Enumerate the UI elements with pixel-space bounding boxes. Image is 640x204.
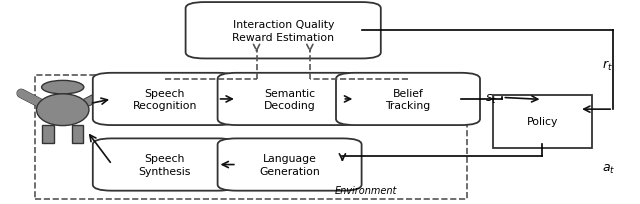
Text: $s_t$: $s_t$ (485, 92, 497, 105)
Bar (35, 76, 467, 200)
FancyBboxPatch shape (493, 96, 592, 148)
FancyBboxPatch shape (93, 139, 237, 191)
Text: Speech
Synthesis: Speech Synthesis (139, 153, 191, 176)
Text: Semantic
Decoding: Semantic Decoding (264, 88, 316, 111)
Ellipse shape (36, 94, 89, 126)
FancyBboxPatch shape (93, 73, 237, 125)
Bar (72, 125, 83, 143)
Text: Policy: Policy (527, 117, 558, 127)
Text: Speech
Recognition: Speech Recognition (132, 88, 197, 111)
FancyBboxPatch shape (218, 139, 362, 191)
Text: Interaction Quality
Reward Estimation: Interaction Quality Reward Estimation (232, 20, 334, 42)
Text: $r_t$: $r_t$ (602, 58, 612, 72)
Bar (42, 125, 54, 143)
FancyBboxPatch shape (336, 73, 480, 125)
Text: Environment: Environment (335, 185, 397, 195)
FancyBboxPatch shape (218, 73, 362, 125)
Text: Belief
Tracking: Belief Tracking (385, 88, 431, 111)
Circle shape (42, 81, 84, 94)
FancyBboxPatch shape (186, 3, 381, 59)
Text: Language
Generation: Language Generation (259, 153, 320, 176)
Text: $a_t$: $a_t$ (602, 162, 615, 175)
